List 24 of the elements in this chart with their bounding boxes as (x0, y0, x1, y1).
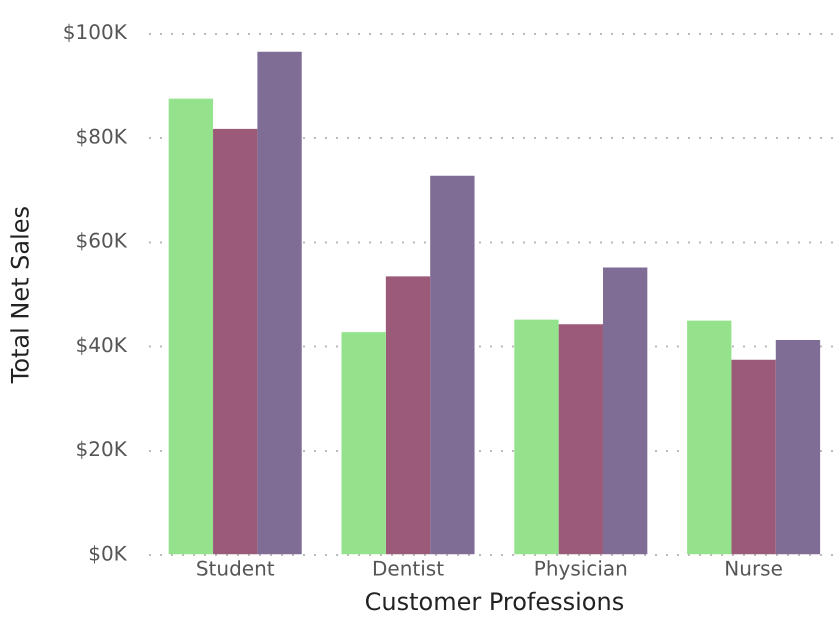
y-tick-label: $100K (62, 20, 128, 44)
bar (386, 276, 430, 554)
x-tick-label: Nurse (724, 556, 783, 580)
x-axis-title: Customer Professions (364, 588, 624, 616)
bar (687, 320, 732, 554)
x-tick-label: Physician (534, 556, 628, 580)
x-tick-label: Dentist (372, 556, 444, 580)
bar (602, 268, 648, 554)
y-tick-label: $80K (76, 124, 128, 148)
bar (257, 52, 302, 554)
bar (213, 128, 258, 554)
y-tick-label: $20K (76, 437, 128, 462)
y-tick-label: $40K (76, 332, 128, 357)
bar (341, 332, 386, 554)
y-tick-label: $60K (76, 228, 128, 253)
y-tick-label: $0K (88, 541, 128, 566)
bar (430, 176, 475, 554)
bar (514, 320, 559, 554)
bar (558, 324, 603, 554)
bar (168, 98, 214, 554)
y-axis-title: Total Net Sales (6, 206, 35, 384)
bar (776, 340, 820, 554)
x-tick-label: Student (196, 556, 275, 580)
bar (731, 360, 776, 554)
